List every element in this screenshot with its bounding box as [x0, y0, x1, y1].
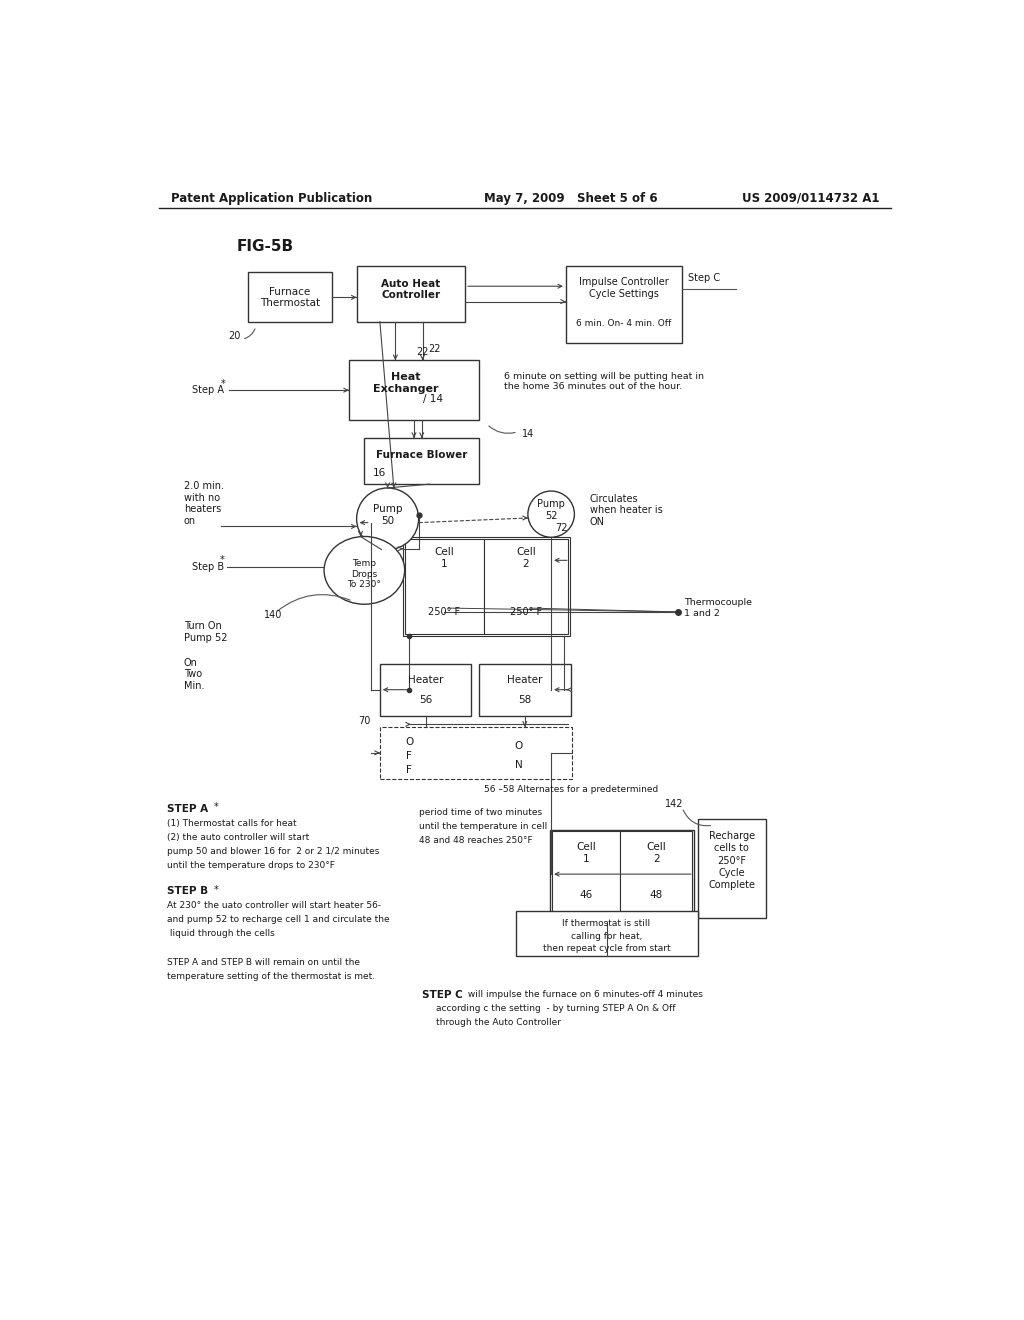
Text: liquid through the cells: liquid through the cells [167, 929, 274, 939]
Text: 6 minute on setting will be putting heat in
the home 36 minutes out of the hour.: 6 minute on setting will be putting heat… [504, 372, 703, 392]
Text: O: O [514, 741, 522, 751]
Text: Auto Heat
Controller: Auto Heat Controller [381, 279, 440, 300]
Text: Complete: Complete [709, 880, 756, 890]
Text: STEP A and STEP B will remain on until the: STEP A and STEP B will remain on until t… [167, 958, 359, 966]
Text: *: * [213, 803, 218, 812]
Text: On
Two
Min.: On Two Min. [183, 657, 205, 690]
Text: until the temperature in cell: until the temperature in cell [419, 822, 547, 832]
Text: 46: 46 [580, 890, 593, 899]
Text: until the temperature drops to 230°F: until the temperature drops to 230°F [167, 861, 335, 870]
FancyBboxPatch shape [403, 537, 569, 636]
Text: *: * [213, 884, 218, 895]
Text: according c the setting  - by turning STEP A On & Off: according c the setting - by turning STE… [435, 1003, 675, 1012]
Text: 6 min. On- 4 min. Off: 6 min. On- 4 min. Off [577, 319, 672, 329]
FancyBboxPatch shape [380, 726, 572, 779]
Text: (1) Thermostat calls for heat: (1) Thermostat calls for heat [167, 818, 296, 828]
Text: calling for heat,: calling for heat, [570, 932, 642, 941]
Text: 142: 142 [665, 799, 684, 809]
Text: (2) the auto controller will start: (2) the auto controller will start [167, 833, 309, 842]
Text: Heater: Heater [408, 676, 443, 685]
Text: 16: 16 [374, 467, 386, 478]
Text: STEP A: STEP A [167, 804, 208, 813]
Ellipse shape [324, 536, 404, 605]
Text: Pump
52: Pump 52 [538, 499, 565, 521]
Text: US 2009/0114732 A1: US 2009/0114732 A1 [742, 191, 880, 205]
Text: Cell
1: Cell 1 [434, 548, 454, 569]
Text: Furnace
Thermostat: Furnace Thermostat [260, 286, 321, 308]
Text: 48 and 48 reaches 250°F: 48 and 48 reaches 250°F [419, 836, 532, 845]
Text: 70: 70 [358, 715, 371, 726]
Text: 22: 22 [416, 347, 429, 358]
Text: through the Auto Controller: through the Auto Controller [435, 1018, 561, 1027]
Text: Step C: Step C [688, 273, 721, 282]
Text: 72: 72 [555, 523, 567, 533]
Circle shape [528, 491, 574, 537]
Text: STEP C: STEP C [423, 990, 463, 1001]
Text: Circulates
when heater is
ON: Circulates when heater is ON [590, 494, 663, 527]
FancyBboxPatch shape [365, 438, 479, 484]
Text: 140: 140 [263, 610, 282, 620]
FancyBboxPatch shape [550, 830, 693, 919]
Text: 56: 56 [419, 696, 432, 705]
Text: May 7, 2009   Sheet 5 of 6: May 7, 2009 Sheet 5 of 6 [484, 191, 658, 205]
FancyBboxPatch shape [483, 539, 568, 635]
Circle shape [356, 488, 419, 549]
Text: 48: 48 [649, 890, 663, 899]
FancyBboxPatch shape [697, 818, 766, 917]
Text: Step A: Step A [191, 385, 223, 395]
Text: At 230° the uato controller will start heater 56-: At 230° the uato controller will start h… [167, 902, 381, 911]
Text: period time of two minutes: period time of two minutes [419, 808, 542, 817]
FancyBboxPatch shape [248, 272, 332, 322]
FancyBboxPatch shape [621, 832, 692, 917]
Text: If thermostat is still: If thermostat is still [562, 919, 650, 928]
Text: F: F [407, 751, 413, 760]
Text: then repeat cycle from start: then repeat cycle from start [543, 944, 671, 953]
Text: Thermocouple
1 and 2: Thermocouple 1 and 2 [684, 598, 753, 618]
Text: 250° F: 250° F [510, 607, 542, 616]
Text: Impulse Controller
Cycle Settings: Impulse Controller Cycle Settings [580, 277, 669, 298]
Text: 250°F: 250°F [717, 855, 746, 866]
Text: Cell
2: Cell 2 [516, 548, 536, 569]
Text: Pump
50: Pump 50 [373, 504, 402, 525]
Text: FIG-5B: FIG-5B [237, 239, 294, 255]
Text: *: * [221, 379, 225, 389]
Text: 56 –58 Alternates for a predetermined: 56 –58 Alternates for a predetermined [483, 785, 658, 795]
Text: O: O [406, 737, 414, 747]
Text: 2.0 min.
with no
heaters
on: 2.0 min. with no heaters on [183, 480, 224, 525]
Text: 14: 14 [521, 429, 534, 440]
Text: Cycle: Cycle [719, 869, 745, 878]
Text: 20: 20 [228, 331, 241, 342]
Text: / 14: / 14 [423, 393, 443, 404]
Text: Turn On
Pump 52: Turn On Pump 52 [183, 622, 227, 643]
Text: Cell
2: Cell 2 [646, 842, 666, 863]
Text: 58: 58 [518, 696, 531, 705]
Text: F: F [407, 764, 413, 775]
FancyBboxPatch shape [566, 267, 682, 343]
FancyBboxPatch shape [380, 664, 471, 715]
Text: cells to: cells to [715, 843, 750, 853]
FancyBboxPatch shape [349, 360, 479, 420]
Text: Recharge: Recharge [709, 832, 755, 841]
Text: pump 50 and blower 16 for  2 or 2 1/2 minutes: pump 50 and blower 16 for 2 or 2 1/2 min… [167, 847, 379, 855]
Text: temperature setting of the thermostat is met.: temperature setting of the thermostat is… [167, 972, 375, 981]
FancyBboxPatch shape [404, 539, 483, 635]
FancyBboxPatch shape [356, 267, 465, 322]
FancyBboxPatch shape [479, 664, 570, 715]
Text: Patent Application Publication: Patent Application Publication [171, 191, 372, 205]
Text: Furnace Blower: Furnace Blower [376, 450, 467, 459]
Text: will impulse the furnace on 6 minutes-off 4 minutes: will impulse the furnace on 6 minutes-of… [465, 990, 703, 999]
Text: STEP B: STEP B [167, 886, 208, 896]
Text: Step B: Step B [191, 561, 223, 572]
Text: Cell
1: Cell 1 [577, 842, 596, 863]
Text: Heat
Exchanger: Heat Exchanger [374, 372, 439, 395]
Text: Heater: Heater [507, 676, 543, 685]
FancyBboxPatch shape [552, 832, 621, 917]
Text: and pump 52 to recharge cell 1 and circulate the: and pump 52 to recharge cell 1 and circu… [167, 915, 389, 924]
FancyBboxPatch shape [515, 911, 697, 956]
Text: *: * [219, 554, 224, 565]
Text: 22: 22 [429, 343, 441, 354]
Text: 250° F: 250° F [428, 607, 460, 616]
Text: Temp
Drops
To 230°: Temp Drops To 230° [347, 560, 381, 589]
Text: N: N [515, 760, 522, 770]
